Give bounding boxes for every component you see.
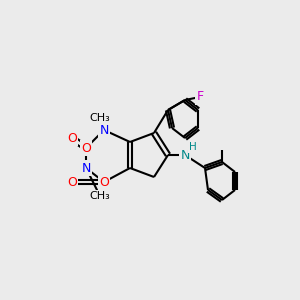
Text: N: N: [99, 124, 109, 136]
Text: CH₃: CH₃: [90, 191, 110, 201]
Text: N: N: [180, 148, 190, 161]
Text: H: H: [189, 142, 196, 152]
Text: O: O: [99, 176, 109, 188]
Text: N: N: [81, 161, 91, 175]
Text: CH₃: CH₃: [90, 113, 110, 123]
Text: F: F: [196, 91, 204, 103]
Text: O: O: [81, 142, 91, 154]
Text: O: O: [67, 176, 77, 188]
Text: O: O: [67, 131, 77, 145]
